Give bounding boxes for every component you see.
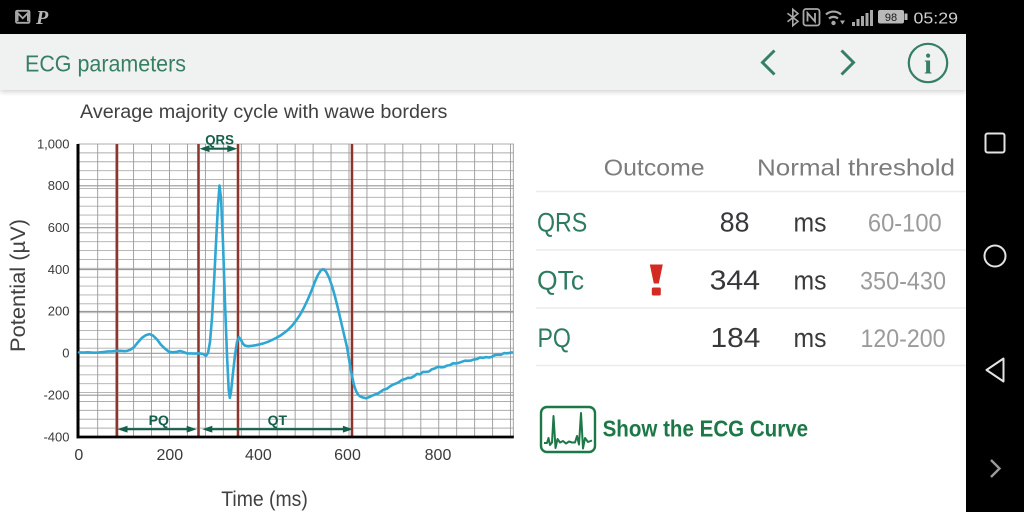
svg-text:350-430: 350-430 [860,268,946,296]
svg-text:200: 200 [48,304,70,319]
svg-text:0: 0 [62,346,69,361]
svg-text:i: i [924,50,932,81]
svg-text:60-100: 60-100 [868,209,942,237]
svg-text:800: 800 [425,447,452,464]
svg-text:05:29: 05:29 [914,10,959,27]
svg-text:P: P [35,7,49,29]
svg-text:Average majority cycle with wa: Average majority cycle with wawe borders [80,102,447,123]
svg-text:-200: -200 [43,387,69,402]
svg-text:QTc: QTc [537,266,584,296]
svg-text:600: 600 [48,220,70,235]
svg-text:1,000: 1,000 [37,136,70,151]
svg-text:400: 400 [245,447,272,464]
svg-text:-400: -400 [43,429,69,444]
svg-text:Show the ECG Curve: Show the ECG Curve [603,416,809,442]
svg-text:PQ: PQ [538,323,571,353]
svg-text:Normal threshold: Normal threshold [757,154,955,180]
svg-text:88: 88 [720,206,750,237]
svg-text:344: 344 [710,265,760,296]
svg-text:QRS: QRS [537,207,587,237]
svg-text:600: 600 [334,447,361,464]
svg-text:200: 200 [156,447,183,464]
svg-text:120-200: 120-200 [861,325,946,353]
svg-text:ms: ms [794,266,827,296]
svg-text:0: 0 [74,447,83,464]
svg-text:800: 800 [48,178,70,193]
svg-text:Time (ms): Time (ms) [221,488,307,511]
svg-text:Outcome: Outcome [604,154,705,180]
svg-text:98: 98 [885,12,897,24]
svg-text:ms: ms [794,323,827,353]
svg-text:QT: QT [268,412,288,428]
svg-text:ECG parameters: ECG parameters [25,51,186,77]
svg-text:Potential (µV): Potential (µV) [7,219,30,352]
svg-text:400: 400 [48,262,70,277]
svg-text:184: 184 [711,322,761,353]
svg-text:QRS: QRS [205,132,234,147]
svg-text:ms: ms [794,207,827,237]
svg-text:PQ: PQ [149,412,169,428]
